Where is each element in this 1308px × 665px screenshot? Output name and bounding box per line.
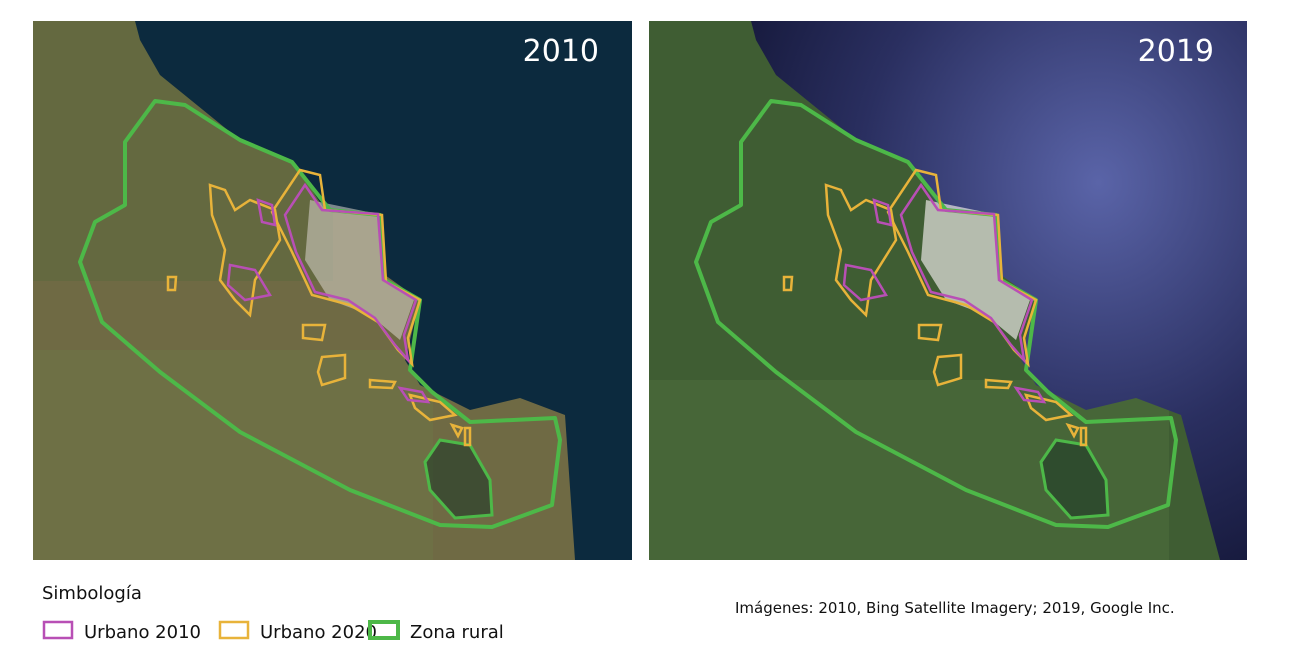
panel-label: 2019 bbox=[1138, 34, 1214, 69]
sea bbox=[751, 21, 1247, 560]
legend-label: Urbano 2010 bbox=[84, 622, 201, 643]
panel-2019 bbox=[649, 21, 1247, 560]
panel-2010 bbox=[33, 21, 632, 560]
legend-swatch bbox=[42, 620, 74, 640]
legend-title: Simbología bbox=[42, 583, 142, 604]
sea bbox=[135, 21, 632, 560]
legend-swatch bbox=[368, 620, 400, 640]
credit: Imágenes: 2010, Bing Satellite Imagery; … bbox=[735, 599, 1175, 617]
legend-swatch bbox=[218, 620, 250, 640]
legend-label: Urbano 2020 bbox=[260, 622, 377, 643]
legend-label: Zona rural bbox=[410, 622, 504, 643]
panel-label: 2010 bbox=[523, 34, 599, 69]
legend: Urbano 2010 Urbano 2020 Zona rural bbox=[42, 620, 504, 643]
